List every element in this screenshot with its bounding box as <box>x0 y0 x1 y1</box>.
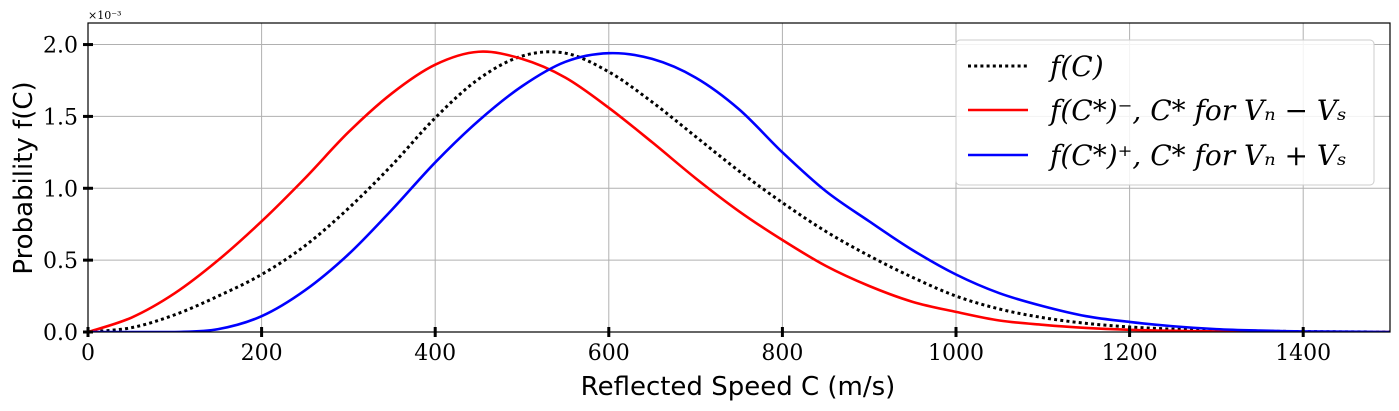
legend: f(C) f(C*)⁻, C* for Vₙ − Vₛ f(C*)⁺, C* for… <box>955 39 1375 186</box>
series-layer <box>88 50 1390 332</box>
legend-label-2: f(C*)⁻, C* for Vₙ − Vₛ <box>1048 94 1347 127</box>
x-tick-label: 600 <box>588 341 630 366</box>
y-tick-label: 1.5 <box>43 105 78 130</box>
legend-label-1: f(C) <box>1048 50 1104 83</box>
y-axis-label: Probability f(C) <box>9 81 39 274</box>
x-tick-label: 1000 <box>928 341 984 366</box>
plot-frame <box>87 22 1391 333</box>
y-scale-label: ×10⁻³ <box>88 9 121 22</box>
y-tick-label: 0.5 <box>43 249 78 274</box>
series-line-1 <box>88 50 1390 332</box>
series-line-2 <box>88 50 1390 332</box>
x-tick-label: 200 <box>241 341 283 366</box>
legend-box <box>955 39 1375 186</box>
x-tick-label: 800 <box>761 341 803 366</box>
x-tick-label: 400 <box>414 341 456 366</box>
y-tick-label: 0.0 <box>43 321 78 346</box>
x-axis-label: Reflected Speed C (m/s) <box>581 372 896 402</box>
x-tick-label: 1400 <box>1275 341 1331 366</box>
series-line-3 <box>88 51 1390 332</box>
ticks: 0 200 400 600 800 1000 1200 1400 0.0 0.5 1.0 1.5 2.0 <box>43 34 1331 366</box>
x-tick-label: 0 <box>81 341 95 366</box>
y-tick-label: 2.0 <box>43 34 78 59</box>
y-tick-label: 1.0 <box>43 177 78 202</box>
x-tick-label: 1200 <box>1102 341 1158 366</box>
legend-label-3: f(C*)⁺, C* for Vₙ + Vₛ <box>1048 139 1347 172</box>
